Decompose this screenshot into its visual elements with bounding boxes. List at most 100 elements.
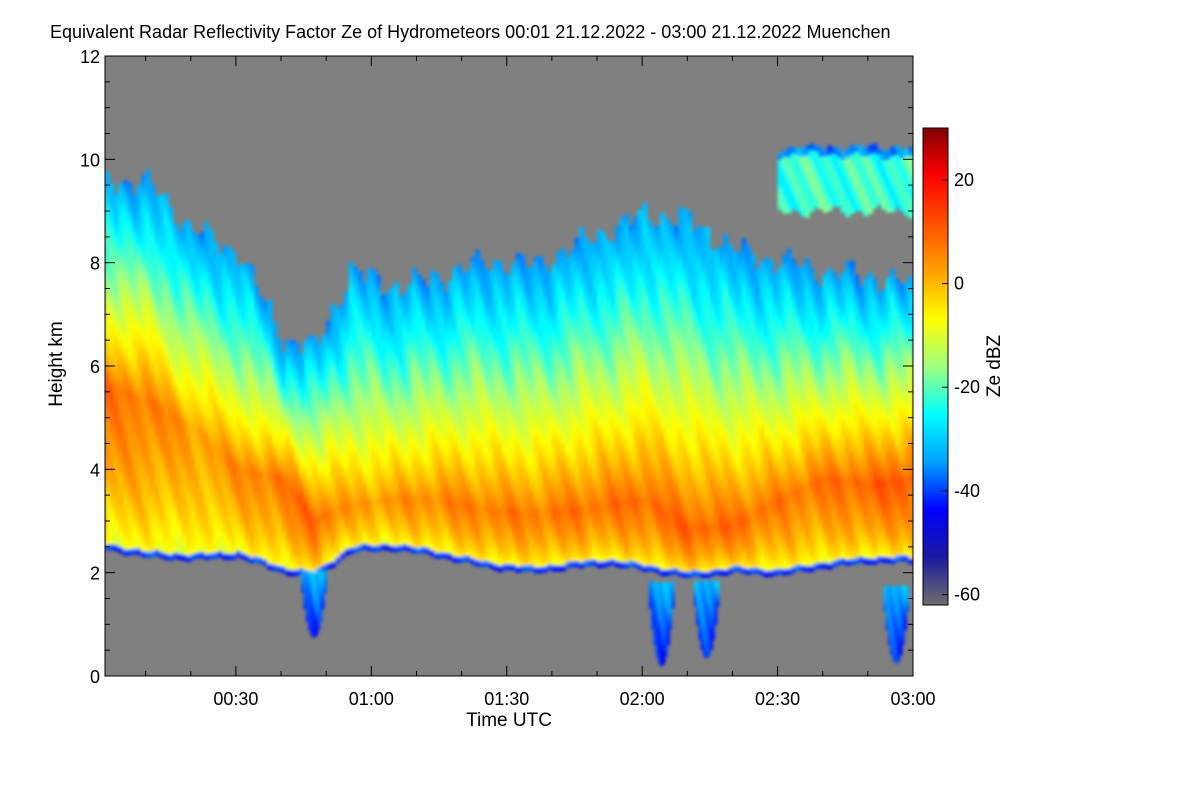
heat-cell [254,301,260,305]
heat-cell [199,331,205,335]
heat-cell [177,320,183,325]
heat-cell [294,404,300,409]
heat-cell [326,357,332,362]
heat-cell [123,186,129,190]
heat-cell [114,519,120,524]
heat-cell [285,482,291,486]
heat-cell [150,460,156,465]
heat-cell [249,345,255,350]
heat-cell [249,472,255,477]
heat-cell [159,244,165,249]
heat-cell [222,354,228,359]
heat-cell [217,528,223,533]
heat-cell [254,496,260,501]
heat-cell [312,534,318,539]
heat-cell [249,398,255,403]
heat-cell [186,400,192,404]
heat-cell [136,467,142,472]
heat-cell [195,499,201,503]
heat-cell [172,363,178,367]
heat-cell [294,457,300,462]
heat-cell [249,361,255,365]
heat-cell [308,456,314,460]
heat-cell [263,345,269,349]
heat-cell [308,418,314,423]
heat-cell [290,457,296,462]
heat-cell [123,223,129,228]
heat-cell [285,373,291,378]
heat-cell [163,481,169,486]
heat-cell [186,421,192,426]
heat-cell [326,556,332,560]
heat-cell [163,348,169,353]
heat-cell [150,432,156,437]
heat-cell [213,505,219,509]
heat-cell [199,321,205,326]
heat-cell [199,235,205,239]
heat-cell [240,326,246,330]
heat-cell [168,355,174,360]
heat-cell [208,447,214,451]
heat-cell [217,532,223,536]
heat-cell [172,378,178,383]
heat-cell [118,261,124,265]
heat-cell [217,355,223,359]
heat-cell [217,535,223,539]
heat-cell [141,352,147,356]
heat-cell [181,436,187,440]
heat-cell [109,196,115,200]
heat-cell [168,246,174,251]
heat-cell [244,275,250,279]
heat-cell [208,357,214,361]
heat-cell [263,549,269,554]
heat-cell [127,337,133,342]
heat-cell [258,532,264,536]
heat-cell [123,549,129,553]
heat-cell [217,349,223,353]
heat-cell [195,446,201,451]
heat-cell [181,504,187,508]
heat-cell [204,447,210,452]
heat-cell [195,477,201,482]
heat-cell [258,364,264,369]
heat-cell [321,421,327,426]
heat-cell [177,366,183,371]
heat-cell [123,325,129,330]
heat-cell [141,324,147,328]
heat-cell [172,260,178,265]
heat-cell [281,466,287,471]
heat-cell [123,301,129,305]
heat-cell [118,481,124,486]
heat-cell [240,285,246,290]
heat-cell [263,373,269,377]
heat-cell [199,380,205,385]
heat-cell [222,450,228,455]
heat-cell [136,355,142,360]
heat-cell [290,560,296,564]
heat-cell [267,448,273,453]
heat-cell [299,521,305,525]
heat-cell [208,419,214,423]
heat-cell [321,567,327,571]
heat-cell [281,355,287,359]
heat-cell [190,246,196,250]
heat-cell [240,335,246,340]
heat-cell [163,243,169,247]
heat-cell [118,326,124,331]
heat-cell [213,275,219,280]
heat-cell [217,414,223,418]
heat-cell [145,436,151,441]
heat-cell [195,263,201,268]
heat-cell [290,485,296,490]
heat-cell [127,263,133,267]
heat-cell [199,514,205,518]
heat-cell [159,501,165,506]
heat-cell [217,429,223,434]
heat-cell [244,321,250,326]
heat-cell [217,426,223,431]
heat-cell [190,258,196,263]
heat-cell [132,210,138,214]
heat-cell [118,332,124,337]
heat-cell [181,557,187,561]
heat-cell [281,525,287,530]
